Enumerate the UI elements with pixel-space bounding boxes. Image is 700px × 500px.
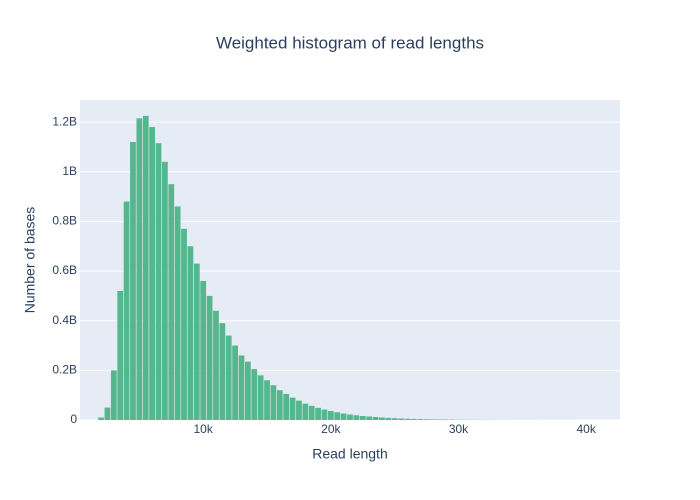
x-tick-label: 10k bbox=[194, 422, 214, 436]
bar bbox=[289, 397, 296, 420]
x-tick-label: 40k bbox=[576, 422, 596, 436]
chart-title: Weighted histogram of read lengths bbox=[216, 33, 484, 52]
bar bbox=[340, 413, 347, 420]
bar bbox=[206, 295, 213, 420]
bar bbox=[379, 417, 385, 420]
bar bbox=[410, 418, 417, 420]
bar bbox=[238, 355, 245, 420]
y-tick-label: 1B bbox=[62, 164, 77, 178]
bar bbox=[423, 419, 430, 420]
y-tick-label: 0.8B bbox=[52, 214, 77, 228]
bar bbox=[110, 370, 117, 420]
x-tick-label: 30k bbox=[449, 422, 469, 436]
bar bbox=[283, 393, 290, 420]
bar bbox=[264, 380, 270, 420]
bar bbox=[391, 418, 398, 420]
bar bbox=[142, 115, 149, 421]
bar bbox=[225, 335, 232, 420]
bar bbox=[353, 415, 360, 420]
bar bbox=[436, 419, 443, 420]
bar bbox=[181, 228, 187, 420]
bar bbox=[366, 416, 373, 420]
bar bbox=[162, 161, 168, 420]
bar bbox=[130, 141, 136, 420]
bar bbox=[149, 127, 155, 420]
bar bbox=[347, 414, 353, 420]
bar bbox=[251, 369, 258, 420]
y-tick-label: 0.4B bbox=[52, 313, 77, 327]
bar bbox=[417, 419, 424, 420]
bar bbox=[187, 246, 194, 420]
bar bbox=[430, 419, 436, 420]
bar bbox=[200, 280, 207, 420]
bar bbox=[155, 143, 162, 420]
bar bbox=[315, 407, 321, 420]
bar bbox=[193, 263, 200, 420]
bar bbox=[276, 390, 283, 420]
bar bbox=[270, 385, 277, 420]
y-axis-title: Number of bases bbox=[22, 207, 38, 314]
bar bbox=[359, 416, 366, 420]
bar bbox=[372, 417, 379, 420]
bar bbox=[334, 412, 341, 420]
bar bbox=[321, 409, 328, 420]
bar bbox=[257, 375, 264, 420]
bar bbox=[302, 403, 309, 420]
bar bbox=[232, 345, 238, 420]
y-tick-label: 0.6B bbox=[52, 263, 77, 277]
bar bbox=[245, 361, 251, 420]
x-tick-label: 20k bbox=[321, 422, 341, 436]
bar bbox=[296, 400, 302, 420]
bar bbox=[98, 417, 104, 420]
bar bbox=[219, 323, 226, 420]
bar bbox=[168, 184, 175, 420]
y-tick-label: 0 bbox=[70, 412, 77, 426]
bar bbox=[308, 405, 315, 420]
bar bbox=[117, 290, 124, 420]
bar bbox=[123, 201, 130, 420]
bar bbox=[385, 417, 392, 420]
bar bbox=[104, 407, 111, 420]
bar bbox=[327, 411, 334, 420]
bar bbox=[136, 118, 143, 421]
y-tick-label: 0.2B bbox=[52, 363, 77, 377]
bar bbox=[404, 418, 411, 420]
bar bbox=[398, 418, 404, 420]
y-tick-label: 1.2B bbox=[52, 114, 77, 128]
x-axis-title: Read length bbox=[312, 446, 388, 462]
bar bbox=[174, 206, 181, 420]
bar bbox=[213, 310, 219, 420]
